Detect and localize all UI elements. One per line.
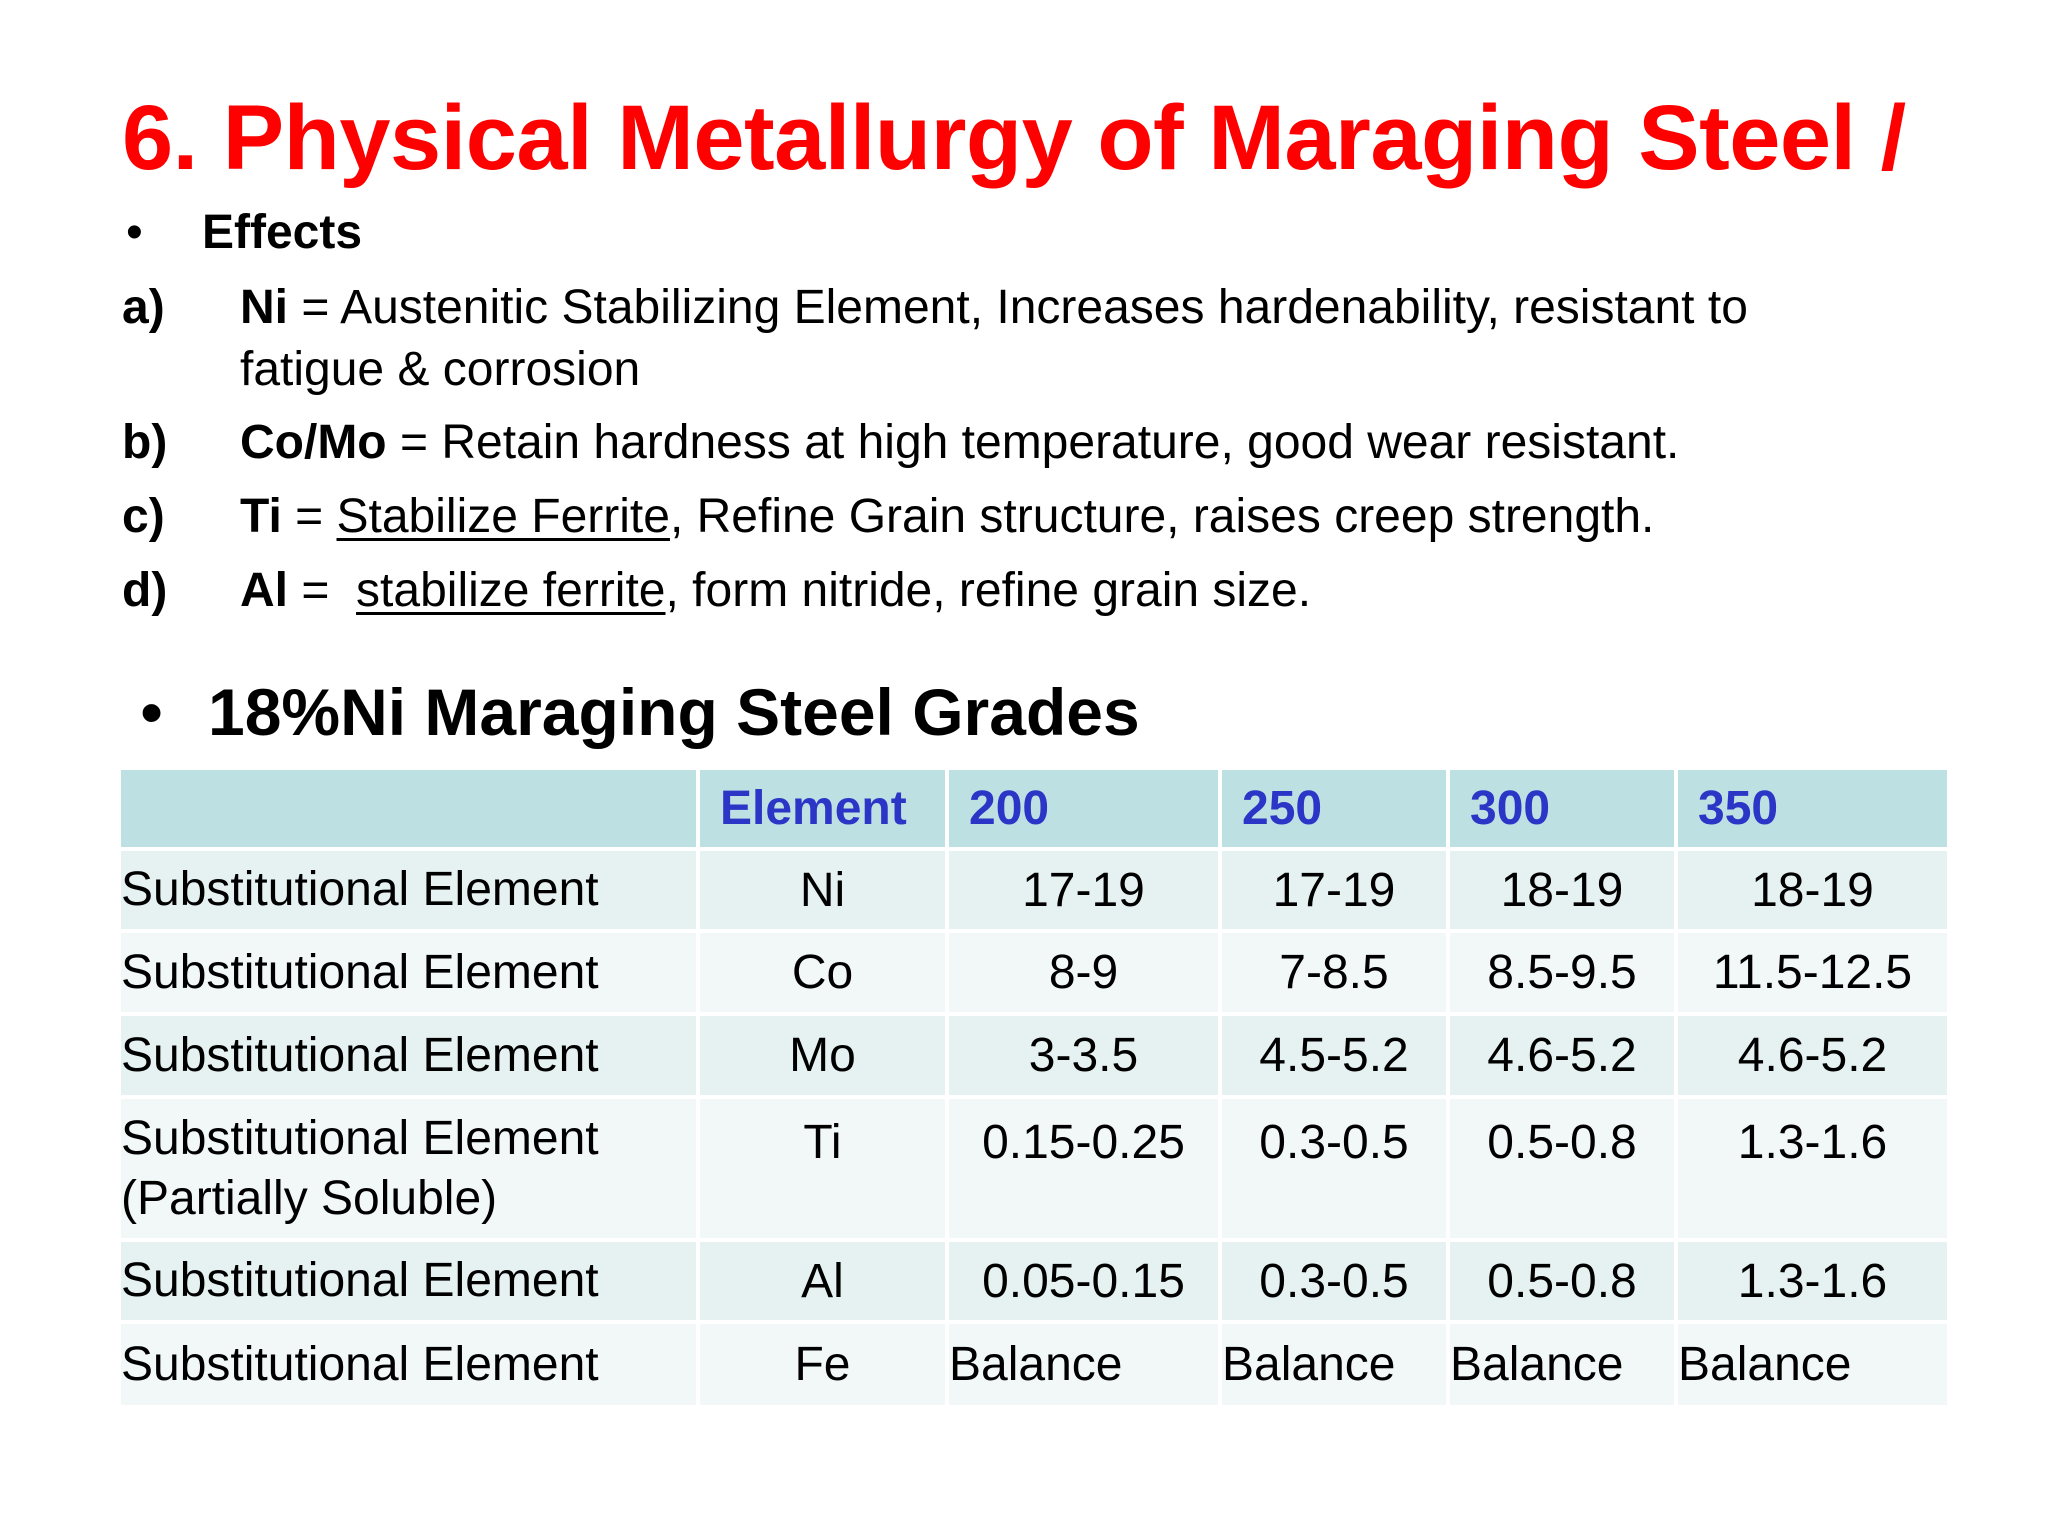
row-description: Substitutional Element (Partially Solubl…	[121, 1099, 696, 1238]
header-cell-200: 200	[949, 770, 1218, 847]
item-underlined: stabilize ferrite	[356, 564, 666, 617]
value-350: 1.3-1.6	[1678, 1099, 1947, 1238]
value-300: 8.5-9.5	[1450, 933, 1674, 1012]
row-description: Substitutional Element	[121, 1016, 696, 1095]
value-200: 8-9	[949, 933, 1218, 1012]
table-header-row: Element 200 250 300 350	[121, 770, 1947, 847]
header-cell-350: 350	[1678, 770, 1947, 847]
table-row: Substitutional Element (Partially Solubl…	[121, 1099, 1947, 1238]
item-key: Ni	[240, 281, 288, 334]
header-cell-element: Element	[700, 770, 945, 847]
value-300: 0.5-0.8	[1450, 1099, 1674, 1238]
item-text: , form nitride, refine grain size.	[665, 564, 1312, 617]
item-letter: b)	[122, 416, 168, 469]
row-element: Ni	[700, 851, 945, 929]
item-key: Ti	[240, 490, 282, 543]
item-letter: a)	[122, 281, 165, 334]
value-350: 11.5-12.5	[1678, 933, 1947, 1012]
value-300: Balance	[1450, 1324, 1674, 1405]
value-300: 18-19	[1450, 851, 1674, 929]
value-350: 18-19	[1678, 851, 1947, 929]
item-key: Al	[240, 564, 288, 617]
header-cell-250: 250	[1222, 770, 1446, 847]
value-300: 0.5-0.8	[1450, 1242, 1674, 1320]
item-sep: =	[288, 281, 341, 334]
table-row: Substitutional Element Al 0.05-0.15 0.3-…	[121, 1242, 1947, 1320]
header-cell-blank	[121, 770, 696, 847]
item-underlined: Stabilize Ferrite	[336, 490, 670, 543]
value-250: 4.5-5.2	[1222, 1016, 1446, 1095]
item-text: Retain hardness at high temperature, goo…	[441, 416, 1680, 469]
row-element: Mo	[700, 1016, 945, 1095]
bullet-icon: •	[126, 206, 143, 259]
slide-title: 6. Physical Metallurgy of Maraging Steel…	[122, 87, 1906, 189]
row-element: Ti	[700, 1099, 945, 1238]
row-element: Al	[700, 1242, 945, 1320]
value-200: 3-3.5	[949, 1016, 1218, 1095]
effect-item-ni-continuation: fatigue & corrosion	[240, 343, 641, 396]
grades-heading-text: 18%Ni Maraging Steel Grades	[208, 675, 1140, 749]
row-element: Co	[700, 933, 945, 1012]
value-200: 17-19	[949, 851, 1218, 929]
effects-label: Effects	[202, 206, 363, 259]
grades-heading: • 18%Ni Maraging Steel Grades	[140, 672, 1140, 752]
table-row: Substitutional Element Mo 3-3.5 4.5-5.2 …	[121, 1016, 1947, 1095]
bullet-icon: •	[140, 675, 164, 749]
value-300: 4.6-5.2	[1450, 1016, 1674, 1095]
row-element: Fe	[700, 1324, 945, 1405]
value-200: Balance	[949, 1324, 1218, 1405]
item-key: Co/Mo	[240, 416, 387, 469]
value-250: Balance	[1222, 1324, 1446, 1405]
value-200: 0.15-0.25	[949, 1099, 1218, 1238]
item-text: , Refine Grain structure, raises creep s…	[669, 490, 1655, 543]
value-250: 17-19	[1222, 851, 1446, 929]
value-350: Balance	[1678, 1324, 1947, 1405]
item-sep: =	[281, 490, 337, 543]
value-250: 0.3-0.5	[1222, 1099, 1446, 1238]
item-sep: =	[288, 564, 357, 617]
table-row: Substitutional Element Ni 17-19 17-19 18…	[121, 851, 1947, 929]
item-letter: c)	[122, 490, 165, 543]
value-250: 0.3-0.5	[1222, 1242, 1446, 1320]
row-description: Substitutional Element	[121, 1324, 696, 1405]
row-description: Substitutional Element	[121, 1242, 696, 1320]
row-description: Substitutional Element	[121, 933, 696, 1012]
value-350: 1.3-1.6	[1678, 1242, 1947, 1320]
row-description: Substitutional Element	[121, 851, 696, 929]
grades-table: Element 200 250 300 350 Substitutional E…	[117, 766, 1951, 1409]
header-cell-300: 300	[1450, 770, 1674, 847]
value-350: 4.6-5.2	[1678, 1016, 1947, 1095]
table-row: Substitutional Element Co 8-9 7-8.5 8.5-…	[121, 933, 1947, 1012]
table-row: Substitutional Element Fe Balance Balanc…	[121, 1324, 1947, 1405]
value-200: 0.05-0.15	[949, 1242, 1218, 1320]
item-sep: =	[386, 416, 442, 469]
value-250: 7-8.5	[1222, 933, 1446, 1012]
row-description-line1: Substitutional Element	[121, 1111, 599, 1165]
row-description-line2: (Partially Soluble)	[121, 1171, 498, 1225]
item-text: Austenitic Stabilizing Element, Increase…	[340, 281, 1748, 334]
item-letter: d)	[122, 564, 168, 617]
